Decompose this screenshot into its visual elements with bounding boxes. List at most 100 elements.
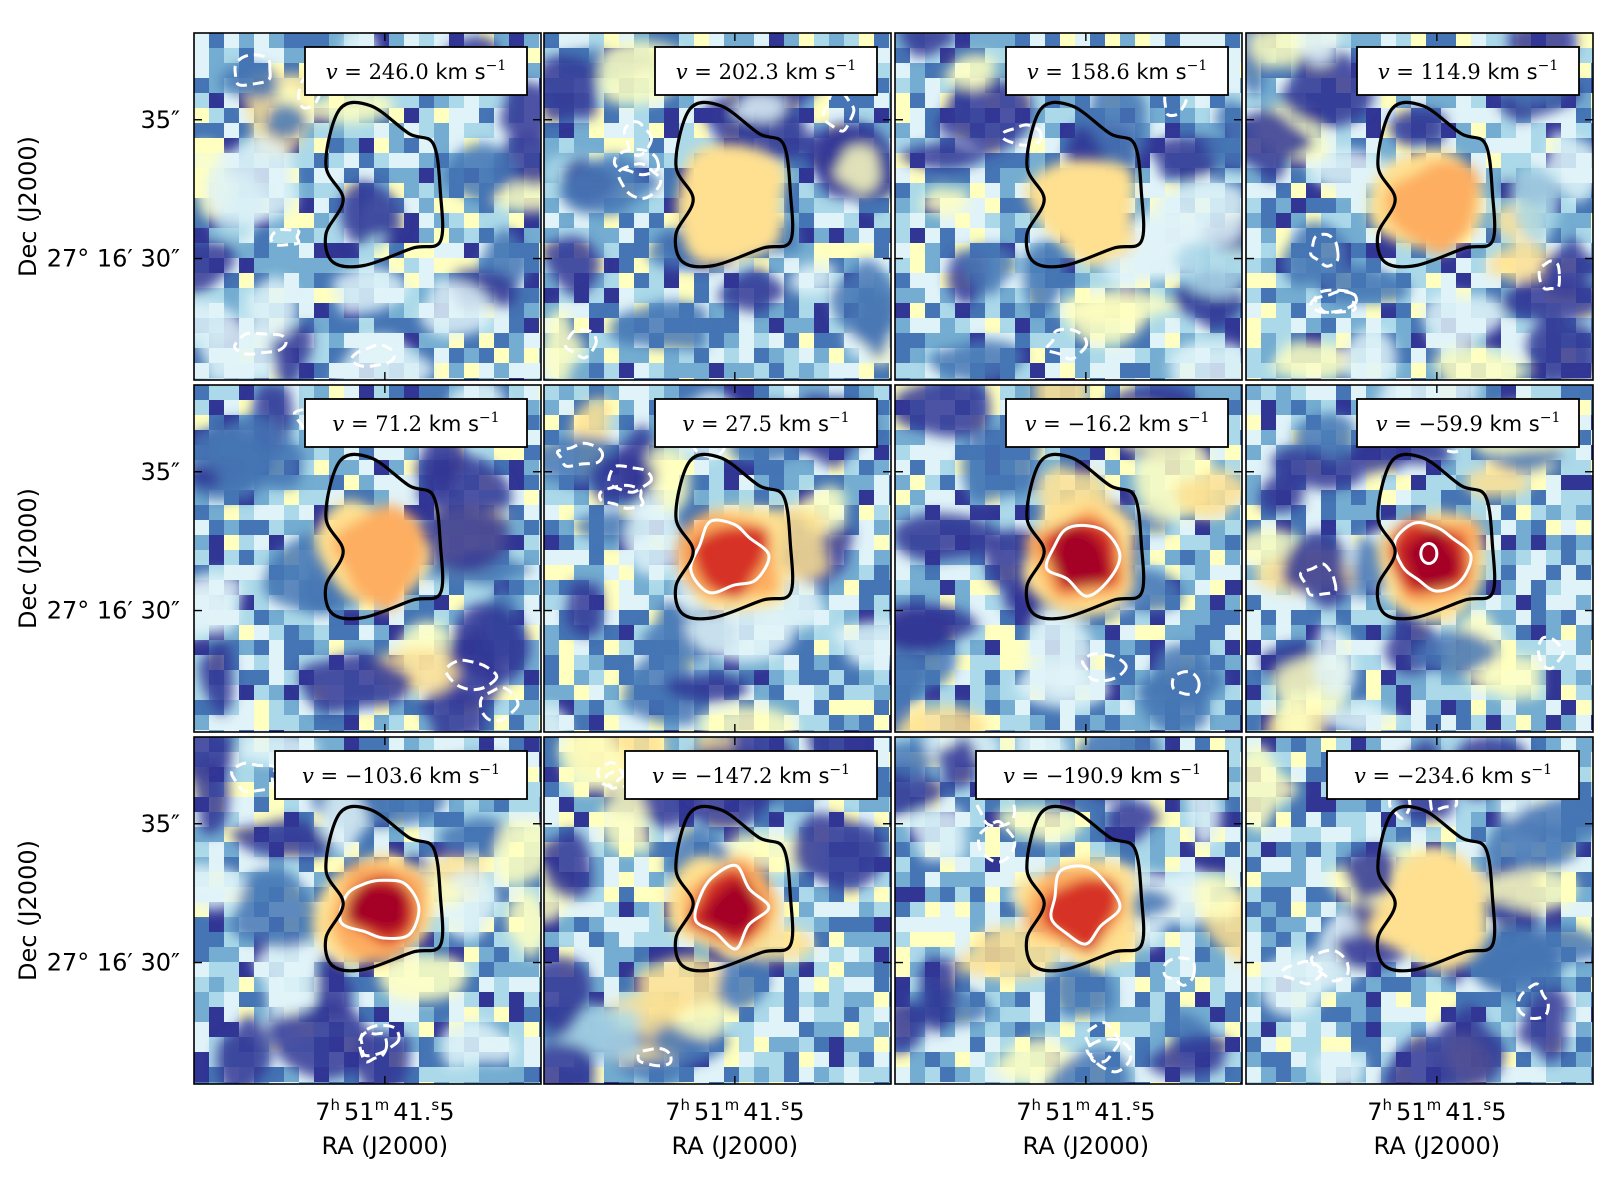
x-axis-col-1: 7h 51m 41.s5 RA (J2000) [315, 1096, 454, 1160]
source-outline-contour [1024, 804, 1146, 973]
negative-contour [349, 343, 396, 369]
x-axis-col-4: 7h 51m 41.s5 RA (J2000) [1367, 1096, 1506, 1160]
svg-text:v = 27.5 km s−1: v = 27.5 km s−1 [682, 410, 849, 436]
negative-contour [555, 441, 605, 468]
y-tick-label: 27° 16′ 30″ [47, 949, 180, 977]
negative-contour [821, 90, 856, 133]
negative-contour [1044, 327, 1089, 361]
source-outline-contour [323, 452, 445, 621]
channel-panel-8: v = −59.9 km s−1 [1245, 384, 1594, 733]
emission-level-4 [1052, 528, 1110, 587]
panels-layer: v = 246.0 km s−1 v = 202.3 km s−1 v = 158.… [193, 32, 1594, 1085]
source-outline-contour [323, 804, 445, 973]
y-axis-title: Dec (J2000) [14, 488, 42, 629]
negative-contour [1162, 956, 1196, 987]
source-outline-contour [1375, 804, 1497, 973]
negative-contour [1084, 1021, 1121, 1064]
y-tick-label: 27° 16′ 30″ [47, 245, 180, 273]
emission-level-1 [1025, 159, 1134, 266]
panel-frame [894, 32, 1243, 381]
emission-level-2 [332, 504, 425, 611]
negative-contour [233, 53, 272, 87]
y-tick-label: 35″ [140, 106, 180, 134]
x-axis-title: RA (J2000) [672, 1132, 799, 1160]
negative-contour [1309, 232, 1340, 268]
svg-text:v = 158.6 km s−1: v = 158.6 km s−1 [1027, 58, 1208, 84]
source-outline-contour [323, 100, 445, 269]
channel-panel-6: v = 27.5 km s−1 [543, 384, 892, 733]
negative-contour [636, 1046, 673, 1068]
emission-level-4 [701, 880, 757, 935]
svg-text:v = 202.3 km s−1: v = 202.3 km s−1 [676, 58, 857, 84]
emission-level-2 [1385, 161, 1480, 254]
panel-frame [193, 32, 542, 381]
positive-contour [693, 863, 771, 951]
channel-panel-7: v = −16.2 km s−1 [894, 384, 1243, 733]
emission-level-4 [346, 883, 408, 933]
negative-contour [444, 658, 499, 692]
y-axis-row-1: 35″ 27° 16′ 30″Dec (J2000) [14, 106, 180, 277]
positive-contour-inner [1419, 541, 1439, 565]
x-tick-label: 7h 51m 41.s5 [665, 1096, 804, 1126]
channel-panel-2: v = 202.3 km s−1 [543, 32, 892, 381]
negative-contour [1170, 670, 1201, 696]
source-outline-contour [1024, 452, 1146, 621]
positive-contour [1393, 521, 1473, 593]
channel-panel-5: v = 71.2 km s−1 [193, 384, 542, 733]
source-outline-contour [673, 452, 795, 621]
channel-panel-10: v = −147.2 km s−1 [543, 736, 892, 1085]
positive-contour [1049, 864, 1122, 946]
negative-contour [607, 464, 654, 494]
panel-frame [543, 384, 892, 733]
y-tick-label: 27° 16′ 30″ [47, 597, 180, 625]
panel-frame [543, 736, 892, 1085]
svg-text:v = 71.2 km s−1: v = 71.2 km s−1 [332, 410, 499, 436]
x-axis-col-2: 7h 51m 41.s5 RA (J2000) [665, 1096, 804, 1160]
panel-frame [894, 384, 1243, 733]
velocity-label: v = −147.2 km s−1 [624, 750, 878, 800]
panel-frame [1245, 384, 1594, 733]
negative-contour [297, 75, 322, 110]
x-tick-label: 7h 51m 41.s5 [315, 1096, 454, 1126]
negative-contour [564, 328, 598, 360]
y-axis-labels: 35″27° 16′ 30″Dec (J2000)35″27° 16′ 30″D… [14, 106, 180, 981]
velocity-label: v = 202.3 km s−1 [654, 46, 878, 96]
negative-contour [230, 761, 277, 794]
x-axis-title: RA (J2000) [1374, 1132, 1501, 1160]
x-axis-title: RA (J2000) [322, 1132, 449, 1160]
negative-contour [596, 761, 626, 788]
negative-contour [1081, 652, 1128, 683]
x-axis-title: RA (J2000) [1023, 1132, 1150, 1160]
negative-contour [358, 1030, 389, 1064]
y-axis-title: Dec (J2000) [14, 136, 42, 277]
positive-contour [689, 518, 771, 595]
negative-contour [622, 120, 654, 157]
source-outline-contour [673, 100, 795, 269]
velocity-label: v = −234.6 km s−1 [1326, 750, 1580, 800]
negative-contour [616, 162, 663, 200]
y-tick-label: 35″ [140, 810, 180, 838]
channel-panel-12: v = −234.6 km s−1 [1245, 736, 1594, 1085]
panel-frame [193, 384, 542, 733]
negative-contour [359, 1023, 401, 1058]
panel-frame [193, 736, 542, 1085]
panel-frame [543, 32, 892, 381]
negative-contour [1387, 788, 1412, 820]
velocity-label: v = −103.6 km s−1 [274, 750, 528, 800]
emission-level-1 [1365, 848, 1488, 971]
panel-frame [1245, 736, 1594, 1085]
source-outline-contour [1024, 100, 1146, 269]
positive-contour [1044, 523, 1122, 598]
velocity-label: v = 27.5 km s−1 [654, 398, 878, 448]
emission-level-4 [1403, 525, 1460, 590]
velocity-label: v = −16.2 km s−1 [1005, 398, 1229, 448]
x-axis-col-3: 7h 51m 41.s5 RA (J2000) [1016, 1096, 1155, 1160]
velocity-label: v = 246.0 km s−1 [304, 46, 528, 96]
negative-contour [233, 331, 288, 356]
y-axis-row-3: 35″ 27° 16′ 30″Dec (J2000) [14, 810, 180, 981]
negative-contour [1298, 562, 1338, 597]
negative-contour [1309, 948, 1350, 983]
svg-text:v = −16.2 km s−1: v = −16.2 km s−1 [1025, 410, 1210, 436]
velocity-label: v = 114.9 km s−1 [1356, 46, 1580, 96]
